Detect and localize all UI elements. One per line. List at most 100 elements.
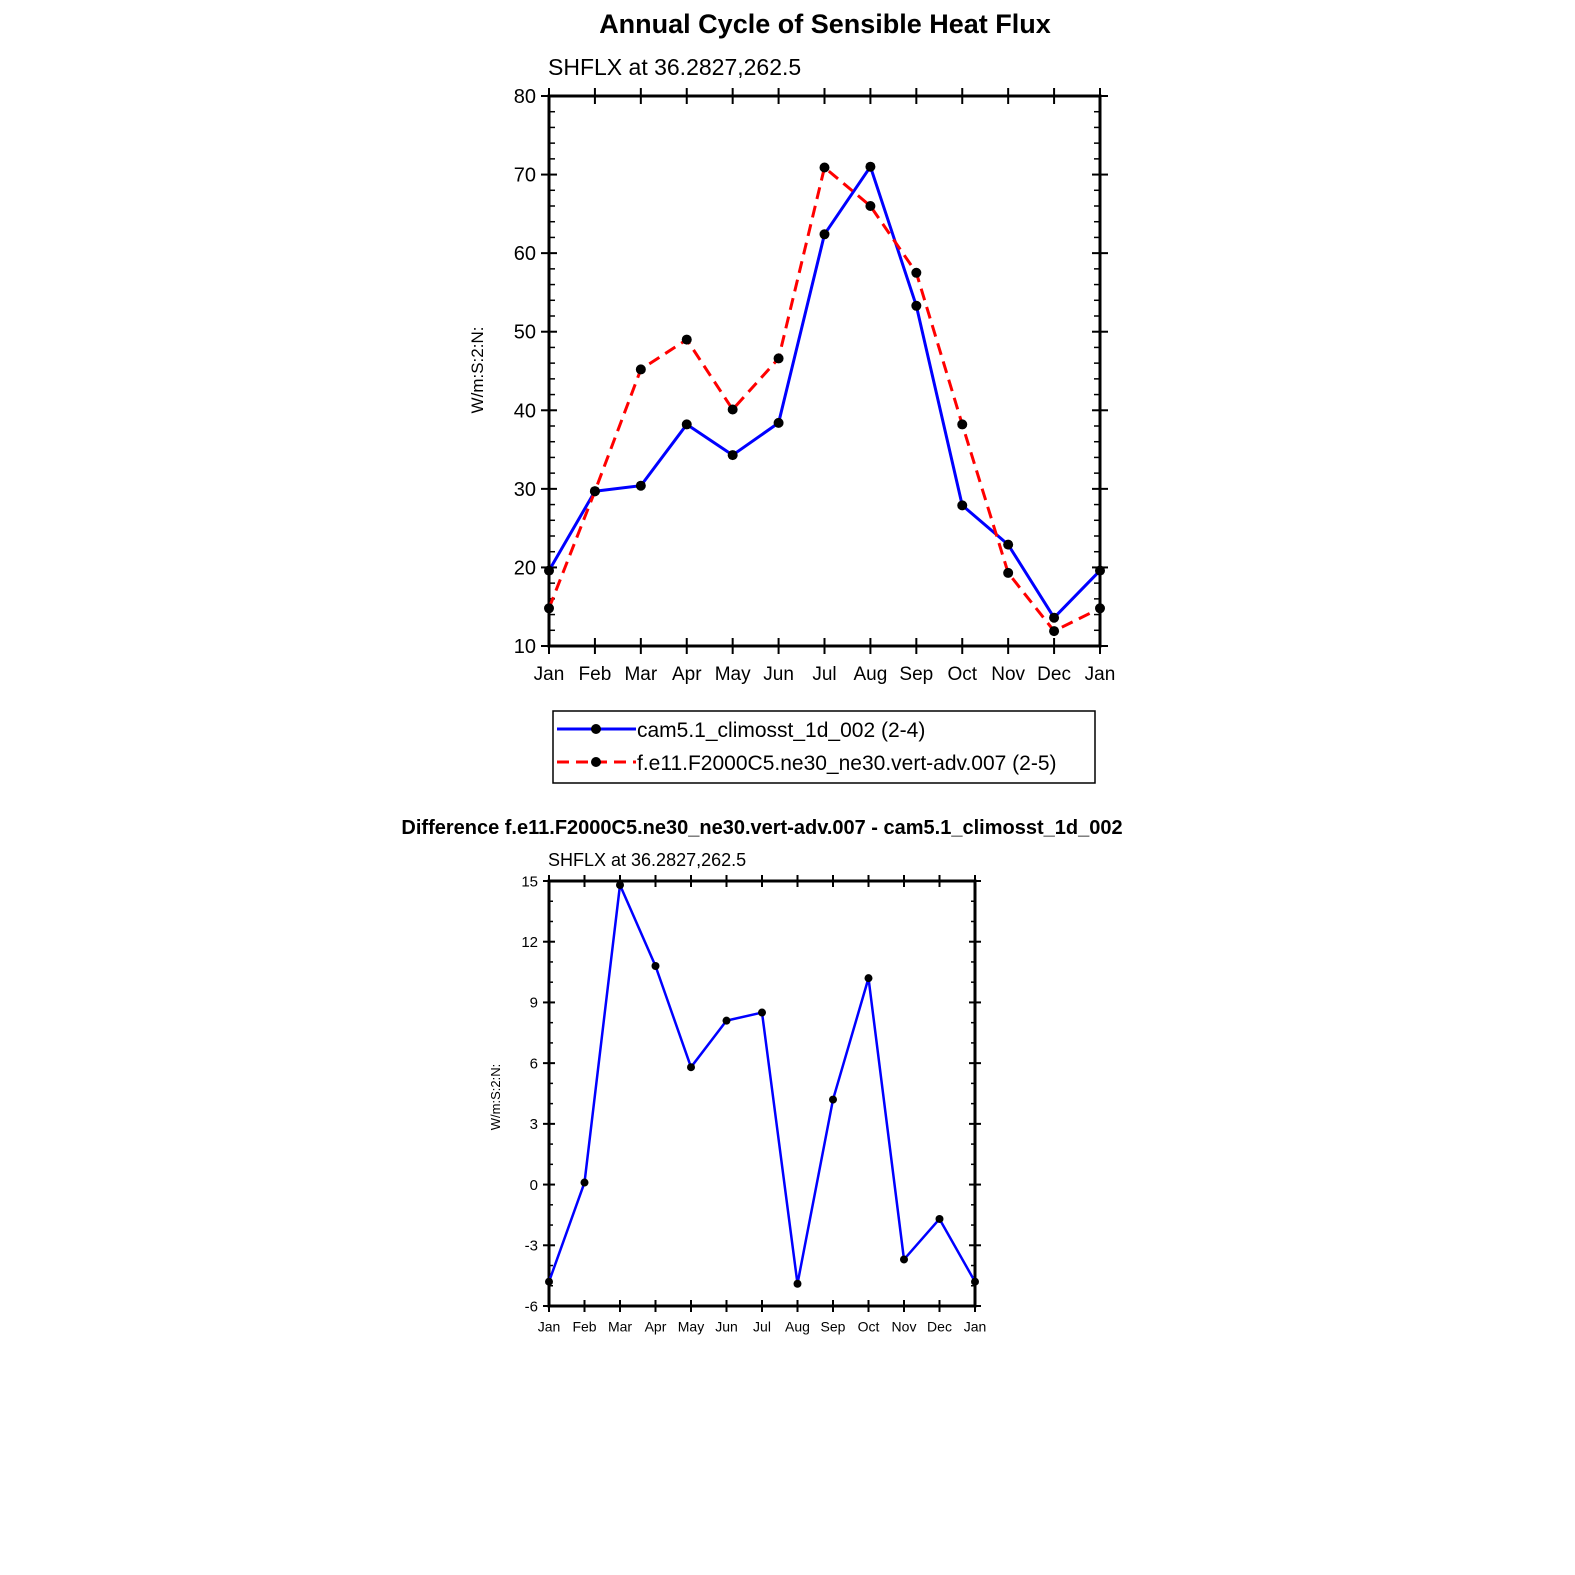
legend-marker-series-2: [591, 757, 601, 767]
x-tick-label: Aug: [854, 664, 888, 685]
series-1-point: [900, 1255, 908, 1264]
legend-box: [552, 710, 1096, 784]
y-tick-label: 50: [514, 322, 536, 344]
x-tick-label: Jul: [812, 664, 836, 685]
series-2-point: [727, 404, 738, 415]
series-2-point: [911, 267, 922, 278]
y-tick-label: 12: [521, 934, 538, 951]
series-line-1: [547, 883, 977, 1285]
x-tick-label: Apr: [672, 664, 702, 685]
x-tick-label: Jul: [753, 1319, 771, 1335]
series-1-point: [971, 1277, 979, 1286]
x-tick-label: Sep: [899, 664, 933, 685]
series-2-point: [957, 419, 968, 430]
series-1-point: [722, 1016, 731, 1025]
series-1-point: [1049, 612, 1060, 623]
bottom-chart-ylabel: W/m:S:2:N:: [488, 1064, 503, 1130]
series-1-point: [580, 1178, 589, 1187]
x-tick-label: Dec: [1037, 664, 1071, 685]
series-1-point: [651, 962, 660, 970]
series-1-point: [687, 1063, 695, 1072]
x-tick-label: Jan: [964, 1319, 987, 1335]
series-1-point: [793, 1279, 802, 1288]
bottom-chart-title: Difference f.e11.F2000C5.ne30_ne30.vert-…: [401, 817, 1122, 839]
series-2-point: [865, 201, 876, 211]
x-tick-label: Apr: [645, 1319, 667, 1335]
series-1-point: [864, 974, 873, 983]
series-2-point: [1095, 603, 1105, 614]
series-2-point: [773, 353, 784, 364]
x-tick-label: Feb: [579, 664, 612, 685]
x-tick-label: Mar: [608, 1319, 632, 1335]
series-1-point: [545, 1277, 553, 1286]
series-1-point: [911, 300, 922, 311]
y-tick-label: 6: [530, 1055, 538, 1072]
y-tick-label: 30: [514, 479, 536, 501]
y-tick-label: 15: [521, 873, 538, 890]
series-1-point: [773, 417, 784, 428]
x-tick-label: Feb: [572, 1319, 596, 1335]
y-tick-label: -3: [525, 1238, 538, 1255]
y-tick-label: 9: [530, 995, 538, 1012]
series-1-point: [727, 450, 738, 461]
y-tick-label: 3: [530, 1116, 538, 1133]
y-tick-label: -6: [525, 1298, 538, 1315]
x-tick-label: Sep: [821, 1319, 846, 1335]
y-tick-label: 10: [514, 636, 536, 658]
plot-frame: [547, 94, 1102, 648]
x-tick-label: May: [715, 664, 751, 685]
x-tick-label: Nov: [991, 664, 1025, 685]
x-tick-label: Jan: [1085, 664, 1116, 685]
series-2-point: [1049, 626, 1060, 637]
series-1-point: [1095, 565, 1105, 576]
legend-marker-series-1: [591, 724, 601, 734]
top-chart-legend: cam5.1_climosst_1d_002 (2-4) f.e11.F2000…: [552, 710, 1096, 784]
top-chart-axes: 10 20 30 40 50 60 70 80 Jan Feb Mar Apr May Jun Jul Aug…: [514, 86, 1116, 685]
x-tick-label: Nov: [892, 1319, 917, 1335]
series-1-point: [829, 1095, 837, 1104]
x-tick-label: Jan: [534, 664, 565, 685]
top-chart: Annual Cycle of Sensible Heat Flux SHFLX…: [468, 9, 1116, 784]
x-tick-label: Oct: [947, 664, 977, 685]
top-chart-ylabel: W/m:S:2:N:: [468, 327, 487, 414]
x-tick-label: Jun: [763, 664, 794, 685]
x-tick-label: Jun: [715, 1319, 738, 1335]
x-tick-label: Oct: [858, 1319, 880, 1335]
series-2-point: [544, 603, 554, 614]
bottom-chart-subtitle: SHFLX at 36.2827,262.5: [548, 850, 746, 870]
series-1-point: [681, 419, 692, 430]
bottom-chart: Difference f.e11.F2000C5.ne30_ne30.vert-…: [401, 817, 1122, 1335]
series-1-point: [758, 1008, 766, 1017]
series-2-point: [589, 486, 600, 497]
series-2-point: [1003, 567, 1014, 578]
series-1-point: [957, 500, 968, 511]
series-2-point: [819, 162, 830, 173]
series-1-point: [865, 161, 876, 172]
legend-label-series-2: f.e11.F2000C5.ne30_ne30.vert-adv.007 (2-…: [637, 752, 1057, 775]
series-1-point: [635, 480, 646, 491]
series-1-point: [819, 229, 830, 240]
y-tick-label: 40: [514, 400, 536, 422]
legend-label-series-1: cam5.1_climosst_1d_002 (2-4): [637, 719, 925, 742]
series-1-point: [1003, 539, 1014, 550]
y-tick-label: 70: [514, 165, 536, 187]
y-tick-label: 0: [530, 1177, 538, 1194]
top-chart-title: Annual Cycle of Sensible Heat Flux: [599, 9, 1051, 39]
series-2-point: [681, 334, 692, 345]
x-tick-label: Dec: [927, 1319, 952, 1335]
series-1-point: [935, 1214, 944, 1223]
x-tick-label: May: [678, 1319, 704, 1335]
bottom-chart-axes: -6 -3 0 3 6 9 12 15 Jan Feb Mar Apr May Jun Jul Aug Sep O…: [521, 873, 986, 1334]
series-1-point: [544, 565, 554, 576]
top-chart-subtitle: SHFLX at 36.2827,262.5: [548, 54, 801, 80]
x-tick-label: Mar: [624, 664, 657, 685]
y-tick-label: 20: [514, 557, 536, 579]
bottom-chart-series: [545, 881, 979, 1288]
x-tick-label: Aug: [785, 1319, 810, 1335]
series-1-point: [616, 881, 624, 890]
y-tick-label: 80: [514, 86, 536, 108]
top-chart-series: [544, 161, 1105, 637]
x-tick-label: Jan: [538, 1319, 561, 1335]
y-tick-label: 60: [514, 243, 536, 265]
